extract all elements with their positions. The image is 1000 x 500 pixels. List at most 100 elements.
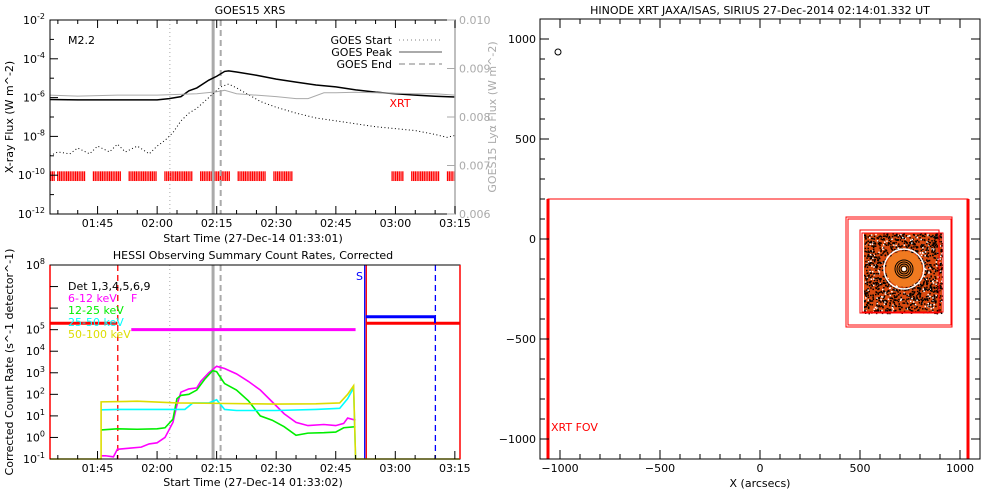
xrt-coverage-bar (182, 171, 184, 182)
noise-pixel (911, 240, 913, 242)
noise-pixel (895, 246, 898, 249)
xrt-coverage-bar (221, 171, 223, 182)
noise-pixel (884, 293, 887, 295)
noise-pixel (926, 254, 929, 256)
noise-pixel (891, 291, 893, 293)
noise-pixel (925, 288, 928, 290)
noise-pixel (908, 244, 911, 246)
noise-pixel (933, 247, 936, 249)
noise-pixel (920, 286, 922, 288)
noise-pixel (879, 283, 881, 285)
noise-pixel (926, 260, 929, 262)
legend-label: GOES Peak (331, 46, 392, 59)
noise-pixel (886, 310, 888, 312)
noise-pixel (889, 302, 891, 304)
noise-pixel (925, 278, 927, 281)
noise-pixel (871, 237, 874, 240)
noise-pixel (939, 262, 942, 265)
noise-pixel (876, 310, 879, 312)
noise-pixel (870, 237, 873, 240)
xrt-coverage-bar (187, 171, 189, 182)
noise-pixel (930, 286, 933, 289)
noise-pixel (876, 240, 879, 242)
noise-pixel (866, 292, 868, 295)
noise-pixel (871, 285, 874, 287)
noise-pixel (937, 237, 939, 240)
noise-pixel (900, 236, 903, 239)
noise-pixel (893, 248, 896, 251)
noise-pixel (907, 235, 909, 238)
noise-pixel (918, 286, 920, 289)
noise-pixel (920, 245, 922, 247)
noise-pixel (867, 306, 870, 309)
noise-pixel (893, 299, 895, 301)
xrt-coverage-bar (264, 171, 266, 182)
noise-pixel (929, 264, 932, 266)
noise-pixel (868, 276, 870, 278)
noise-pixel (873, 235, 876, 238)
noise-pixel (877, 259, 879, 262)
xrt-coverage-bar (96, 171, 98, 182)
noise-pixel (924, 265, 926, 267)
noise-pixel (899, 235, 902, 238)
noise-pixel (893, 241, 895, 244)
noise-pixel (873, 245, 876, 247)
noise-pixel (923, 251, 925, 253)
noise-pixel (876, 283, 878, 285)
noise-pixel (911, 294, 914, 296)
noise-pixel (927, 295, 929, 298)
noise-pixel (872, 259, 874, 261)
noise-pixel (934, 249, 936, 251)
xrt-coverage-bar (60, 171, 62, 182)
noise-pixel (881, 246, 884, 249)
noise-pixel (906, 246, 908, 249)
xrt-coverage-bar (452, 171, 454, 182)
noise-pixel (877, 292, 879, 294)
noise-pixel (876, 272, 878, 275)
noise-pixel (940, 245, 942, 247)
noise-pixel (878, 277, 881, 280)
noise-pixel (889, 303, 892, 305)
noise-pixel (868, 251, 871, 253)
noise-pixel (908, 295, 910, 297)
xrt-coverage-bar (280, 171, 282, 182)
noise-pixel (931, 266, 933, 269)
noise-pixel (920, 233, 922, 235)
noise-pixel (878, 284, 880, 287)
y-tick-label: 500 (515, 133, 536, 146)
noise-pixel (872, 262, 874, 265)
xrt-coverage-bar (217, 171, 220, 182)
noise-pixel (869, 262, 872, 264)
xrt-coverage-bar (94, 171, 96, 182)
xrt-coverage-bar (282, 171, 284, 182)
xrt-coverage-bar (66, 171, 68, 182)
noise-pixel (918, 257, 920, 260)
noise-pixel (892, 246, 894, 248)
noise-pixel (922, 248, 924, 250)
noise-pixel (932, 306, 935, 309)
noise-pixel (921, 258, 924, 260)
noise-pixel (876, 301, 878, 304)
y-tick-label: 10-2 (23, 12, 45, 27)
noise-pixel (867, 236, 870, 238)
noise-pixel (930, 271, 932, 273)
noise-pixel (923, 281, 925, 283)
noise-pixel (933, 294, 935, 296)
noise-pixel (868, 263, 871, 265)
xrt-coverage-bar (207, 171, 209, 182)
noise-pixel (871, 253, 873, 256)
noise-pixel (873, 310, 876, 312)
noise-pixel (879, 242, 881, 244)
noise-pixel (909, 239, 912, 241)
noise-pixel (884, 243, 886, 245)
noise-pixel (882, 296, 884, 298)
noise-pixel (932, 234, 934, 237)
noise-pixel (925, 273, 927, 276)
noise-pixel (928, 303, 931, 306)
noise-pixel (923, 260, 925, 263)
noise-pixel (933, 286, 935, 289)
noise-pixel (912, 248, 915, 251)
noise-pixel (869, 270, 871, 273)
noise-pixel (920, 303, 923, 306)
xrt-coverage-bar (69, 171, 71, 182)
